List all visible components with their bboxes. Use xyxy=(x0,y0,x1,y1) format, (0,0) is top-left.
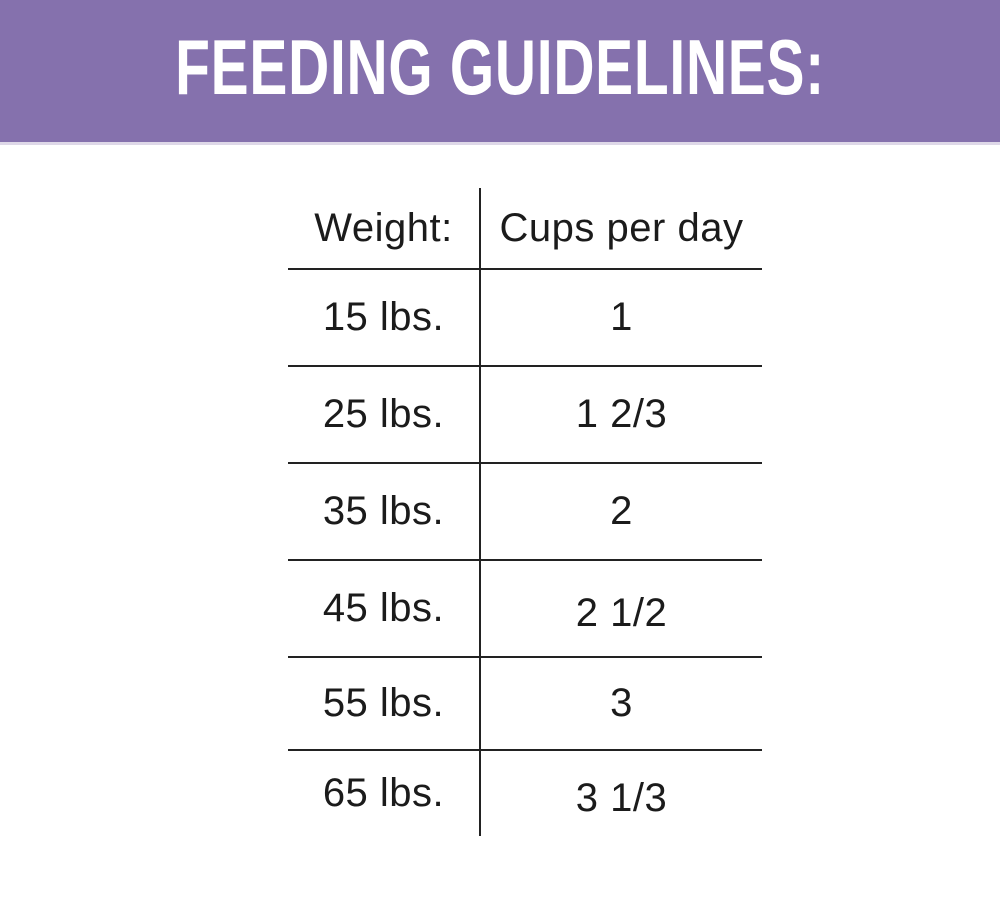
weight-cell: 35 lbs. xyxy=(288,464,481,559)
weight-cell: 45 lbs. xyxy=(288,561,481,656)
table-row: 35 lbs. 2 xyxy=(288,464,762,561)
cups-cell: 3 1/3 xyxy=(575,776,668,820)
table-row: 55 lbs. 3 xyxy=(288,658,762,751)
cups-cell: 2 1/2 xyxy=(575,591,668,635)
weight-cell: 65 lbs. xyxy=(288,751,481,836)
column-header-cups: Cups per day xyxy=(499,205,744,250)
cups-cell: 3 xyxy=(610,681,633,725)
column-header-weight: Weight: xyxy=(288,188,481,268)
cups-cell: 2 xyxy=(610,489,633,533)
weight-cell: 25 lbs. xyxy=(288,367,481,462)
feeding-guidelines-banner: FEEDING GUIDELINES: xyxy=(0,0,1000,145)
table-row: 65 lbs. 3 1/3 xyxy=(288,751,762,836)
feeding-table: Weight: Cups per day 15 lbs. 1 25 lbs. 1… xyxy=(288,188,762,836)
table-row: 15 lbs. 1 xyxy=(288,270,762,367)
weight-cell: 15 lbs. xyxy=(288,270,481,365)
cups-cell: 1 2/3 xyxy=(575,392,668,436)
weight-cell: 55 lbs. xyxy=(288,658,481,749)
table-row: 25 lbs. 1 2/3 xyxy=(288,367,762,464)
table-header-row: Weight: Cups per day xyxy=(288,188,762,270)
cups-cell: 1 xyxy=(610,295,633,339)
page-title: FEEDING GUIDELINES: xyxy=(175,22,825,111)
table-row: 45 lbs. 2 1/2 xyxy=(288,561,762,658)
